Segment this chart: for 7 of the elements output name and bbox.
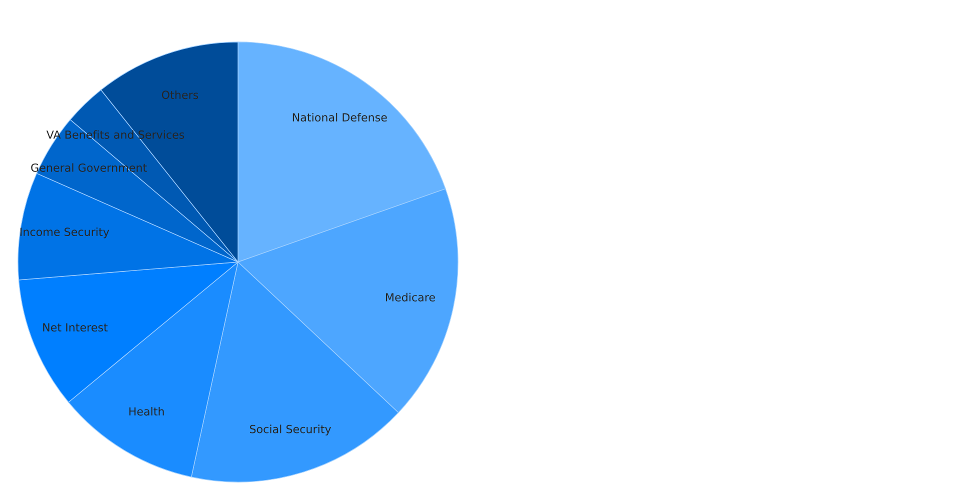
slice-label: Social Security: [250, 424, 331, 436]
slice-label: National Defense: [292, 112, 387, 122]
slice-label: Net Interest: [43, 323, 108, 332]
slice-label: Medicare: [386, 292, 435, 302]
slice-label: Others: [162, 90, 198, 100]
slice-label: Health: [129, 406, 164, 416]
slice-label: Income Security: [20, 227, 110, 238]
